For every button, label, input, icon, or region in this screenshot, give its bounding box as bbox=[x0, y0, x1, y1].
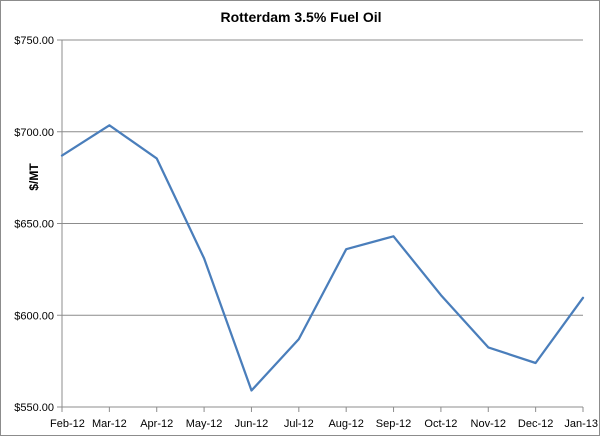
y-tick-label: $600.00 bbox=[14, 310, 54, 322]
x-tick-label: Sep-12 bbox=[376, 418, 411, 430]
y-axis-title: $/MT bbox=[27, 163, 41, 191]
x-tick-label: Apr-12 bbox=[140, 418, 173, 430]
x-tick-label: Feb-12 bbox=[50, 418, 85, 430]
gridlines bbox=[62, 39, 583, 316]
x-tick-label: Jun-12 bbox=[235, 418, 269, 430]
series-layer bbox=[60, 124, 585, 392]
x-axis-ticks: Feb-12 Mar-12 Apr-12 May-12 Jun-12 Jul-12 Aug-… bbox=[50, 407, 598, 430]
x-tick-label: Nov-12 bbox=[471, 418, 506, 430]
chart-title: Rotterdam 3.5% Fuel Oil bbox=[220, 9, 381, 25]
x-tick-label: Mar-12 bbox=[92, 418, 127, 430]
x-tick-label: Jan-13 bbox=[564, 418, 598, 430]
x-tick-label: Jul-12 bbox=[284, 418, 314, 430]
y-tick-label: $550.00 bbox=[14, 402, 54, 414]
x-tick-label: Oct-12 bbox=[424, 418, 457, 430]
y-tick-label: $750.00 bbox=[14, 35, 54, 47]
x-tick-label: Dec-12 bbox=[518, 418, 553, 430]
y-tick-label: $650.00 bbox=[14, 219, 54, 231]
series-line bbox=[60, 124, 585, 392]
x-tick-label: Aug-12 bbox=[328, 418, 363, 430]
y-axis-ticks: $550.00 $600.00 $650.00 $700.00 $750.00 bbox=[14, 35, 62, 414]
y-tick-label: $700.00 bbox=[14, 127, 54, 139]
x-tick-label: May-12 bbox=[186, 418, 223, 430]
